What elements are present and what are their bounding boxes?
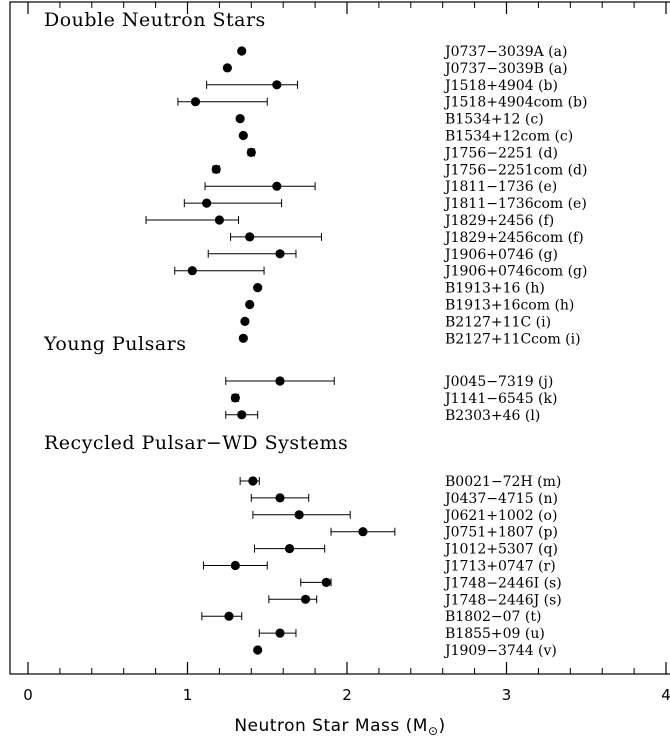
mass-point (237, 410, 247, 420)
pulsar-label: J1909−3744 (v) (443, 643, 557, 659)
pulsar-label: J0621+1002 (o) (443, 508, 557, 524)
x-tick-label: 1 (183, 686, 193, 704)
pulsar-label: J1713+0747 (r) (443, 559, 556, 575)
x-tick-label: 4 (661, 686, 670, 704)
mass-point (275, 493, 285, 503)
mass-point (202, 198, 212, 208)
mass-point (214, 215, 224, 225)
pulsar-label: J0751+1807 (p) (443, 525, 558, 541)
sun-symbol: ⊙ (428, 724, 439, 738)
x-tick-label: 3 (502, 686, 512, 704)
data-marks (145, 46, 396, 655)
pulsar-label: B1913+16com (h) (445, 298, 574, 314)
pulsar-label: B1534+12 (c) (445, 112, 544, 128)
mass-point (187, 266, 197, 276)
pulsar-label: J1756−2251com (d) (443, 162, 587, 178)
pulsar-label: J1906+0746 (g) (443, 247, 558, 263)
mass-point (272, 80, 282, 90)
pulsar-label: J0737−3039A (a) (443, 44, 567, 60)
pulsar-label: J1012+5307 (q) (443, 542, 558, 558)
pulsar-label: B1802−07 (t) (445, 609, 541, 625)
x-tick-label: 0 (23, 686, 33, 704)
x-axis-ticks: 0 1 2 3 4 (23, 2, 670, 704)
pulsar-label: J1906+0746com (g) (443, 264, 587, 280)
x-axis-label-text: Neutron Star Mass (M (234, 716, 428, 736)
pulsar-label: B0021−72H (m) (445, 474, 561, 490)
pulsar-label: J1811−1736com (e) (443, 196, 587, 212)
mass-point (253, 645, 263, 655)
mass-point (272, 181, 282, 191)
group-heading: Young Pulsars (43, 333, 187, 355)
group-headings: Double Neutron Stars Young Pulsars Recycle… (43, 9, 348, 454)
x-tick-label: 2 (342, 686, 352, 704)
mass-point (321, 577, 331, 588)
mass-point (294, 510, 304, 520)
mass-point (240, 316, 250, 326)
mass-point (275, 249, 285, 259)
pulsar-label: J1811−1736 (e) (443, 179, 557, 195)
mass-point (238, 130, 248, 141)
mass-point (222, 63, 232, 73)
group-heading: Recycled Pulsar−WD Systems (44, 432, 348, 454)
mass-point (235, 114, 245, 124)
pulsar-label: J0045−7319 (j) (443, 374, 553, 390)
pulsar-label: J1829+2456 (f) (443, 213, 554, 229)
mass-point (224, 611, 234, 621)
mass-point (246, 147, 256, 157)
pulsar-label: J1756−2251 (d) (443, 145, 558, 161)
pulsar-label: B2127+11C (i) (445, 314, 551, 330)
mass-point (245, 232, 255, 242)
mass-point (238, 333, 248, 343)
x-axis-label: Neutron Star Mass (M⊙) (234, 716, 445, 738)
pulsar-label: J1141−6545 (k) (443, 391, 557, 407)
pulsar-label: B1913+16 (h) (445, 281, 545, 297)
mass-point (275, 628, 285, 638)
mass-point (300, 594, 311, 604)
pulsar-label: J1748−2446I (s) (443, 575, 562, 591)
pulsar-label: B1534+12com (c) (445, 129, 573, 145)
mass-point (230, 393, 240, 403)
pulsar-label: J1518+4904 (b) (443, 78, 558, 94)
x-axis-label-close: ) (439, 716, 446, 736)
group-heading: Double Neutron Stars (44, 9, 266, 31)
pulsar-label: J0737−3039B (a) (443, 61, 568, 77)
pulsar-label: B2303+46 (l) (445, 408, 540, 424)
mass-point (230, 560, 240, 571)
pulsar-label: J1518+4904com (b) (443, 95, 587, 111)
mass-point (284, 544, 295, 554)
pulsar-label: J0437−4715 (n) (443, 491, 558, 507)
mass-point (253, 283, 263, 293)
mass-point (211, 164, 221, 174)
mass-point (245, 299, 255, 310)
pulsar-label: J1829+2456com (f) (443, 230, 584, 246)
pulsar-label: B2127+11Ccom (i) (445, 331, 581, 347)
pulsar-label: B1855+09 (u) (445, 626, 545, 642)
pulsar-label: J1748−2446J (s) (443, 592, 562, 608)
plot-frame (9, 1, 670, 675)
mass-point (190, 97, 201, 107)
mass-point (358, 527, 368, 537)
mass-point (275, 376, 285, 386)
mass-point (237, 46, 247, 56)
mass-point (248, 476, 258, 486)
pulsar-labels: J0737−3039A (a)J0737−3039B (a)J1518+4904… (443, 44, 587, 659)
